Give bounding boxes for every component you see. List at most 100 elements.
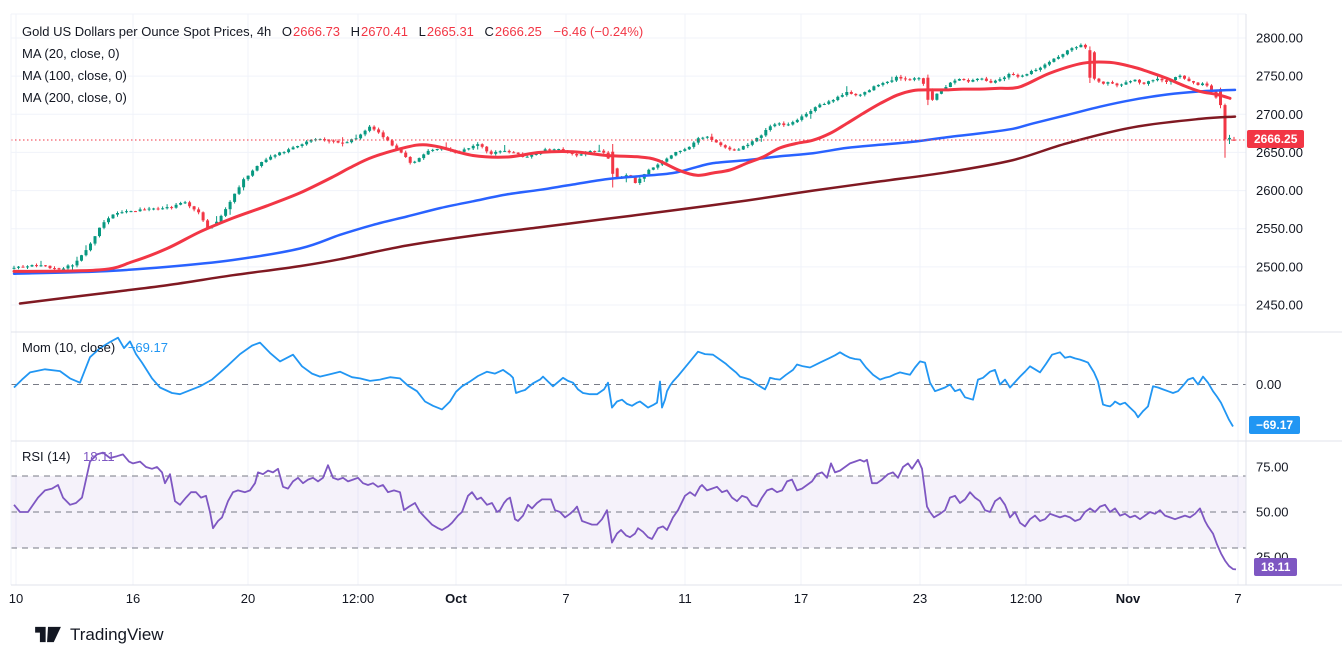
candle (755, 138, 759, 142)
candle (377, 129, 381, 133)
candle (71, 265, 74, 267)
candle (917, 78, 921, 80)
candle (165, 207, 169, 209)
candle (89, 243, 92, 251)
candle (350, 139, 354, 143)
candle (1192, 81, 1195, 83)
candle (948, 82, 952, 87)
candle (957, 79, 961, 81)
candle (255, 166, 259, 171)
time-axis[interactable] (0, 585, 1246, 612)
candle (1020, 75, 1024, 77)
price-tick-label: 2700.00 (1256, 107, 1303, 122)
candle (354, 138, 358, 140)
candle (44, 265, 47, 267)
high-value: 2670.41 (361, 24, 409, 39)
price-tick-label: 2750.00 (1256, 69, 1303, 84)
candle (840, 95, 844, 97)
candle (372, 126, 376, 130)
candle (548, 149, 552, 151)
candle (264, 159, 268, 162)
price-axis[interactable] (1246, 14, 1342, 585)
candle (885, 81, 889, 83)
candle (494, 151, 498, 154)
candle (1115, 83, 1119, 86)
candle (732, 149, 736, 151)
candle (534, 154, 538, 155)
candle (386, 137, 390, 141)
time-tick-label: 11 (678, 591, 692, 606)
candle (291, 147, 295, 150)
candle (147, 208, 151, 210)
candle (786, 124, 790, 126)
rsi-value: 18.11 (83, 449, 115, 464)
candle (777, 123, 781, 125)
candle (278, 152, 282, 156)
candle (768, 126, 772, 130)
candle (728, 147, 732, 150)
candle (75, 260, 79, 266)
candle (1187, 78, 1191, 82)
candle (246, 175, 250, 180)
candle (66, 265, 70, 269)
time-tick-label: 12:00 (342, 591, 375, 606)
candle (633, 177, 637, 183)
candle (345, 142, 349, 144)
time-tick-label: 7 (562, 591, 569, 606)
candle (1196, 82, 1200, 85)
candle (399, 149, 403, 153)
low-value: 2665.31 (426, 24, 474, 39)
candle (903, 78, 907, 80)
candle (782, 123, 786, 126)
candle (980, 78, 984, 80)
rsi-tick-label: 75.00 (1256, 460, 1289, 475)
candle (831, 100, 835, 102)
ma200-legend-row[interactable]: MA (200, close, 0) (22, 90, 127, 105)
candle (129, 211, 133, 213)
candle (498, 151, 502, 153)
candle (795, 119, 799, 123)
rsi-label: RSI (14) (22, 449, 71, 464)
candle (516, 152, 520, 154)
candle (1065, 50, 1069, 55)
price-tick-label: 2650.00 (1256, 145, 1303, 160)
candle (1079, 44, 1083, 48)
candle (1120, 84, 1123, 86)
candle (993, 80, 997, 83)
candle (408, 157, 412, 163)
candle (683, 149, 687, 151)
candle (152, 208, 156, 210)
candle (701, 137, 705, 139)
candle (800, 116, 804, 120)
candle (476, 144, 480, 146)
rsi-badge: 18.11 (1254, 558, 1298, 576)
candle (1025, 74, 1029, 76)
rsi-legend[interactable]: RSI (14) 18.11 (22, 449, 115, 465)
candle (561, 149, 565, 151)
candle (485, 146, 489, 152)
candle (615, 168, 619, 178)
candle (863, 92, 867, 95)
candle (143, 209, 147, 211)
candle (341, 142, 345, 144)
candle (845, 92, 849, 96)
candle (1129, 81, 1132, 83)
candle (422, 154, 426, 159)
candle (1183, 75, 1186, 79)
candle (359, 134, 363, 139)
candle (912, 78, 916, 80)
candle (1088, 50, 1092, 78)
candle (1147, 81, 1150, 84)
candle (395, 145, 399, 150)
symbol-legend-row[interactable]: Gold US Dollars per Ounce Spot Prices, 4… (22, 24, 643, 40)
candle (1106, 82, 1110, 84)
candle (323, 139, 327, 141)
time-tick-label: Oct (445, 591, 467, 606)
ma20-legend-row[interactable]: MA (20, close, 0) (22, 46, 120, 61)
high-prefix: H (350, 24, 361, 39)
tradingview-link[interactable]: TradingView (35, 624, 164, 645)
ma100-legend-row[interactable]: MA (100, close, 0) (22, 68, 127, 83)
momentum-legend[interactable]: Mom (10, close) −69.17 (22, 340, 168, 356)
